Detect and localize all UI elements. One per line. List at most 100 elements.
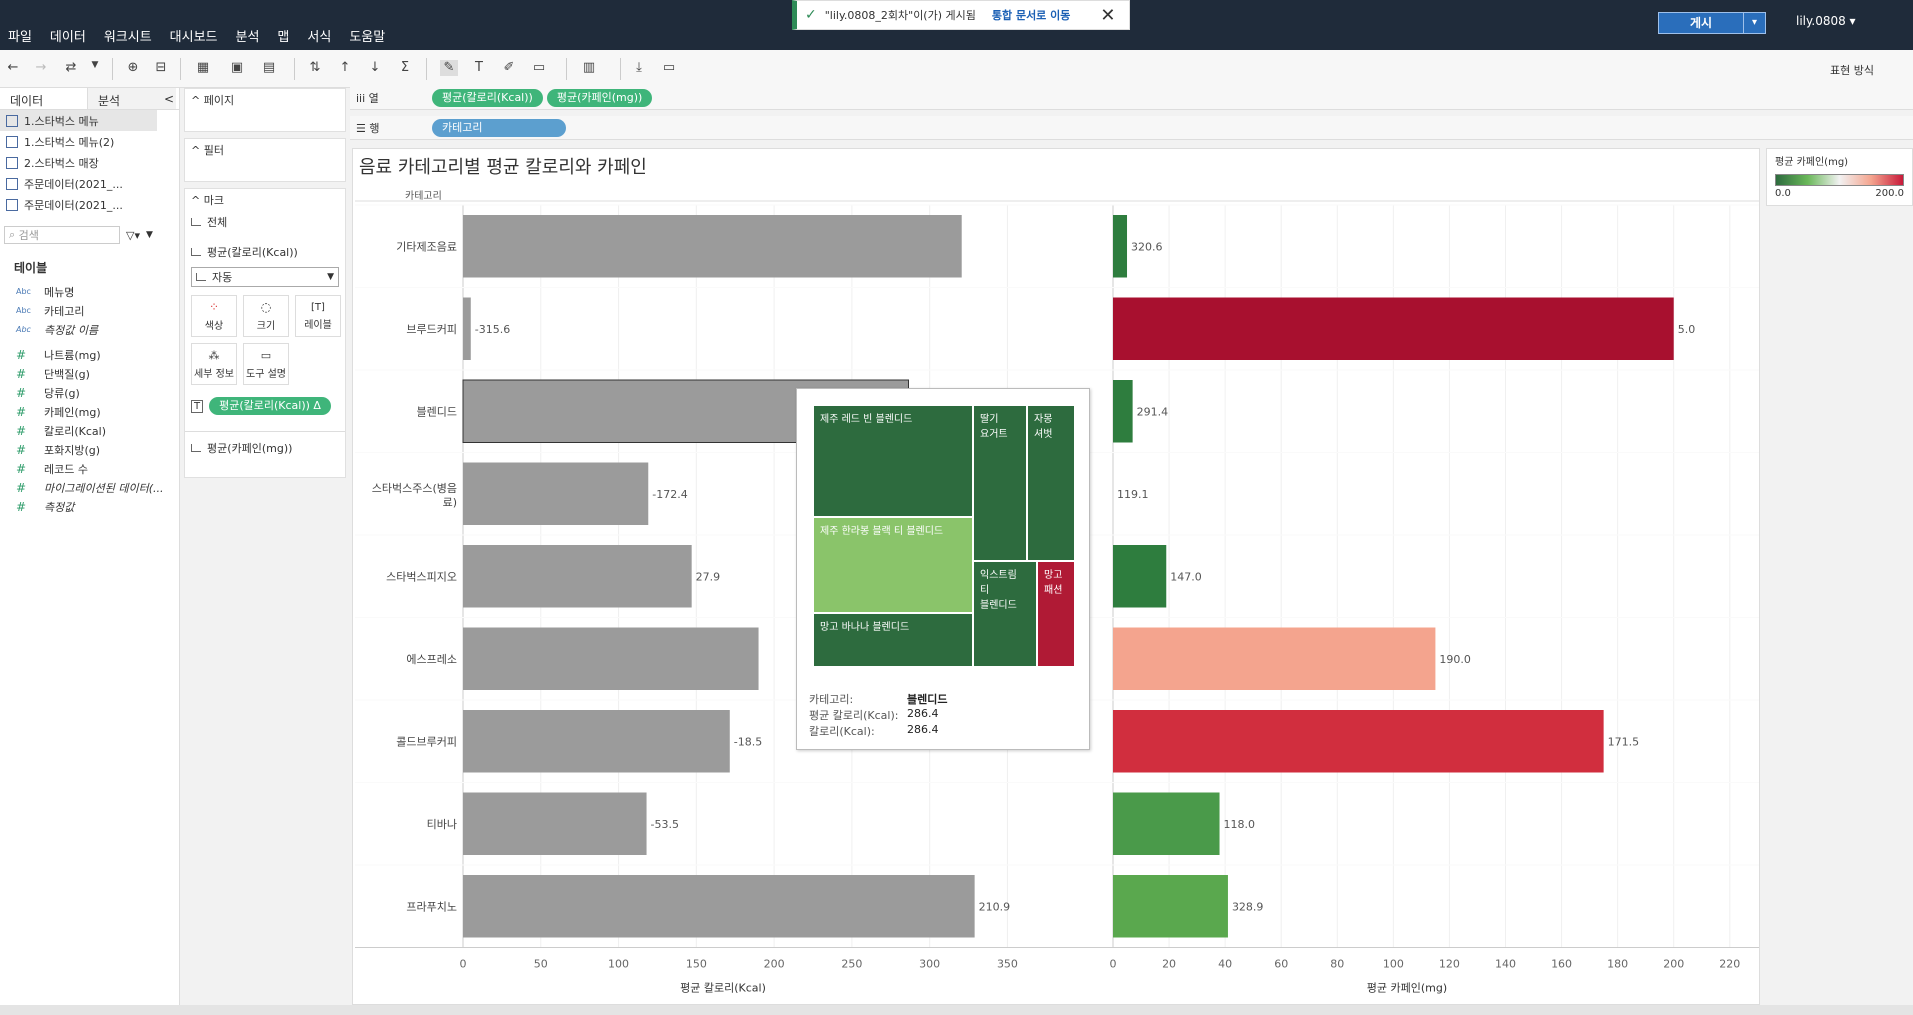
label-button[interactable]: [T] 레이블 xyxy=(295,295,341,337)
menu-item[interactable]: 워크시트 xyxy=(103,30,152,45)
show-me-chart-icon[interactable]: ▥ xyxy=(582,60,596,75)
bar[interactable] xyxy=(463,215,962,278)
bar[interactable] xyxy=(463,462,649,526)
download-icon[interactable]: ⤓ xyxy=(636,60,642,75)
tab-data[interactable]: 데이터 xyxy=(0,88,88,109)
go-to-workbook-link[interactable]: 통합 문서로 이동 xyxy=(991,9,1071,22)
redo-icon[interactable]: → xyxy=(35,60,47,75)
menu-item[interactable]: 분석 xyxy=(235,30,260,45)
dropdown-icon[interactable]: ▼ xyxy=(91,60,99,70)
bar[interactable] xyxy=(1113,215,1128,278)
chevron-down-icon[interactable]: ▼ xyxy=(145,230,153,240)
label-pill[interactable]: 평균(칼로리(Kcal)) Δ xyxy=(209,397,331,415)
bar[interactable] xyxy=(463,875,975,938)
filter-icon[interactable]: ▽▾ xyxy=(126,228,140,242)
measure-field[interactable]: # 마이그레이션된 데이터(... xyxy=(0,478,179,497)
menu-item[interactable]: 파일 xyxy=(8,30,32,45)
tooltip-value: 블렌디드 xyxy=(907,693,948,706)
datasource-item[interactable]: 주문데이터(2021_... xyxy=(0,173,179,194)
menu-item[interactable]: 맵 xyxy=(277,30,290,45)
column-pill-kcal[interactable]: 평균(칼로리(Kcal)) xyxy=(432,88,543,107)
mark-type-select[interactable]: 자동 ▼ xyxy=(191,267,339,287)
replay-icon[interactable]: ⇄ xyxy=(65,60,77,75)
treemap-cell[interactable]: 제주 한라봉 블랙 티 블렌디드 xyxy=(813,517,973,613)
bar[interactable] xyxy=(1113,710,1604,773)
color-button[interactable]: ⁘ 색상 xyxy=(191,295,237,337)
marks-title[interactable]: ^ 마크 xyxy=(191,194,224,207)
color-legend[interactable]: 평균 카페인(mg) 0.0 200.0 xyxy=(1766,148,1913,206)
measure-field[interactable]: # 당류(g) xyxy=(0,383,179,402)
show-me-button[interactable]: 표현 방식 xyxy=(1830,64,1874,77)
bar[interactable] xyxy=(1113,627,1436,691)
column-pill-caffeine[interactable]: 평균(카페인(mg)) xyxy=(546,88,653,107)
bar[interactable] xyxy=(463,792,647,856)
treemap-cell[interactable]: 제주 레드 빈 블렌디드 xyxy=(813,405,973,517)
pages-title[interactable]: ^ 페이지 xyxy=(191,94,235,107)
measure-field[interactable]: # 측정값 xyxy=(0,497,179,516)
annotate-icon[interactable]: ✐ xyxy=(503,60,515,75)
close-icon[interactable]: ✕ xyxy=(1100,4,1116,26)
measure-field[interactable]: # 나트륨(mg) xyxy=(0,345,179,364)
datasource-item[interactable]: 주문데이터(2021_... xyxy=(0,194,179,215)
menu-item[interactable]: 데이터 xyxy=(49,30,86,45)
bar[interactable] xyxy=(463,627,759,691)
totals-icon[interactable]: Σ xyxy=(400,60,410,75)
size-button[interactable]: ◌ 크기 xyxy=(243,295,289,337)
highlight-icon[interactable]: ✎ xyxy=(440,60,458,76)
chevron-down-icon[interactable]: ▾ xyxy=(1743,13,1765,33)
data-label: 190.0 xyxy=(1439,653,1471,666)
sort-asc-icon[interactable]: ↑ xyxy=(339,60,351,75)
collapse-icon[interactable]: < xyxy=(164,92,175,106)
datasource-item[interactable]: 1.스타벅스 메뉴 xyxy=(0,110,157,131)
menu-item[interactable]: 도움말 xyxy=(349,30,386,45)
fit-icon[interactable]: ▭ xyxy=(532,60,546,75)
detail-button[interactable]: ⁂ 세부 정보 xyxy=(191,343,237,385)
bar[interactable] xyxy=(463,545,692,608)
publish-button[interactable]: 게시 ▾ xyxy=(1658,12,1766,34)
bar[interactable] xyxy=(1113,545,1167,608)
marks-all[interactable]: 전체 xyxy=(185,211,345,233)
presentation-icon[interactable]: ▭ xyxy=(662,60,676,75)
data-label: 147.0 xyxy=(1170,570,1202,583)
bar[interactable] xyxy=(1113,875,1228,938)
tooltip-button[interactable]: ▭ 도구 설명 xyxy=(243,343,289,385)
swap-icon[interactable]: ⇅ xyxy=(309,60,321,75)
undo-icon[interactable]: ← xyxy=(7,60,19,75)
bar[interactable] xyxy=(1113,297,1674,361)
bar[interactable] xyxy=(1113,380,1133,443)
datasource-item[interactable]: 2.스타벅스 매장 xyxy=(0,152,179,173)
search-input[interactable]: ⌕ 검색 xyxy=(4,226,120,244)
treemap-cell[interactable]: 망고 패션 xyxy=(1037,561,1075,667)
treemap-cell[interactable]: 딸기 요거트 xyxy=(973,405,1027,561)
treemap-cell[interactable]: 망고 바나나 블렌디드 xyxy=(813,613,973,667)
marks-avg-kcal[interactable]: 평균(칼로리(Kcal)) xyxy=(185,241,345,263)
marks-avg-caffeine[interactable]: 평균(카페인(mg)) xyxy=(185,431,345,459)
datasource-icon[interactable]: ⊟ xyxy=(155,60,167,75)
treemap-cell[interactable]: 익스트림 티 블렌디드 xyxy=(973,561,1037,667)
bar[interactable] xyxy=(463,710,730,773)
tab-analysis[interactable]: 분석 xyxy=(88,88,176,109)
dimension-field[interactable]: Abc 카테고리 xyxy=(0,301,179,320)
user-menu[interactable]: lily.0808 ▾ xyxy=(1796,14,1856,28)
filters-title[interactable]: ^ 필터 xyxy=(191,144,224,157)
dimension-field[interactable]: Abc 메뉴명 xyxy=(0,282,179,301)
row-pill-category[interactable]: 카테고리 xyxy=(432,118,566,137)
dimension-field[interactable]: Abc 측정값 이름 xyxy=(0,320,179,339)
bar[interactable] xyxy=(1113,792,1220,856)
text-icon[interactable]: T xyxy=(475,60,483,75)
bar[interactable] xyxy=(463,297,471,361)
measure-field[interactable]: # 레코드 수 xyxy=(0,459,179,478)
sort-desc-icon[interactable]: ↓ xyxy=(369,60,381,75)
duplicate-icon[interactable]: ▣ xyxy=(230,60,244,75)
menu-item[interactable]: 대시보드 xyxy=(169,30,218,45)
menu-item[interactable]: 서식 xyxy=(307,30,332,45)
clear-sheet-icon[interactable]: ▤ xyxy=(262,60,276,75)
new-datasource-icon[interactable]: ⊕ xyxy=(127,60,139,75)
treemap-cell[interactable]: 자몽 셔벗 xyxy=(1027,405,1075,561)
measure-field[interactable]: # 칼로리(Kcal) xyxy=(0,421,179,440)
new-worksheet-icon[interactable]: ▦ xyxy=(196,60,210,75)
datasource-item[interactable]: 1.스타벅스 메뉴(2) xyxy=(0,131,179,152)
measure-field[interactable]: # 단백질(g) xyxy=(0,364,179,383)
measure-field[interactable]: # 카페인(mg) xyxy=(0,402,179,421)
measure-field[interactable]: # 포화지방(g) xyxy=(0,440,179,459)
